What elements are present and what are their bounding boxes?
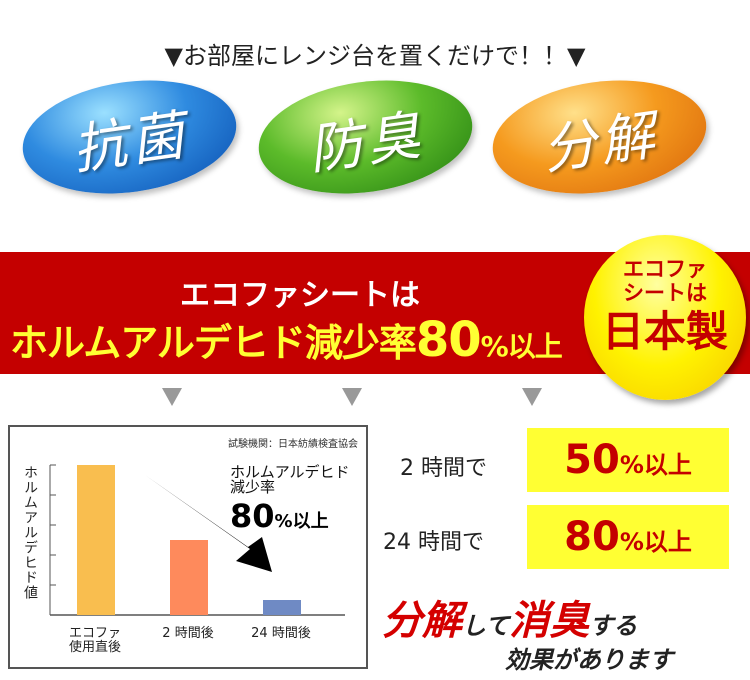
down-triangle-icon — [162, 388, 182, 406]
result-suffix: %以上 — [619, 451, 692, 479]
x-tick-label: 24 時間後 — [251, 626, 311, 641]
feature-deodorize: 防臭 — [251, 67, 480, 207]
chart-annotation-value: 80%以上 — [230, 497, 329, 535]
result-value-2h: 50%以上 — [527, 428, 729, 492]
chart-box: 試験機関：日本紡績検査協会 ホルムアルデヒド値 ホルムアルデヒド 減少率 80%以… — [8, 425, 368, 669]
arrow-icon — [145, 475, 272, 572]
down-triangle-icon — [342, 388, 362, 406]
banner-prefix: ホルムアルデヒド減少率 — [10, 321, 417, 365]
down-triangle-icon — [522, 388, 542, 406]
bar — [170, 540, 208, 615]
result-label-24h: 24 時間で — [383, 530, 484, 555]
slogan-part: する — [589, 612, 638, 640]
x-tick-label: 2 時間後 — [162, 626, 214, 641]
x-tick-line: エコファ — [68, 626, 121, 641]
banner-number: 80 — [415, 312, 482, 368]
slogan-part: 分解 — [382, 598, 462, 644]
badge-line3: 日本製 — [601, 307, 728, 356]
banner-suffix: %以上 — [480, 330, 563, 363]
headline: ▼お部屋にレンジ台を置くだけで！！▼ — [164, 42, 586, 70]
banner-line2: ホルムアルデヒド減少率80%以上 — [10, 312, 563, 368]
slogan-line2: 効果があります — [505, 646, 673, 674]
result-suffix: %以上 — [619, 528, 692, 556]
banner-line1: エコファシートは — [180, 278, 420, 313]
result-value-24h: 80%以上 — [527, 505, 729, 569]
result-label-2h: 2 時間で — [400, 456, 487, 481]
annotation-line2: 減少率 — [230, 478, 276, 496]
x-tick-label: エコファ 使用直後 — [55, 627, 135, 655]
annotation-number: 80 — [230, 497, 275, 535]
slogan-part: 消臭 — [509, 598, 590, 644]
x-tick-line: 使用直後 — [68, 640, 121, 655]
slogan-part: して — [462, 612, 510, 640]
badge-line1: エコファ — [623, 257, 707, 281]
slogan-line1: 分解して消臭する — [382, 588, 637, 646]
result-number: 80 — [564, 514, 620, 560]
made-in-japan-badge: エコファ シートは 日本製 — [584, 235, 746, 400]
bar — [263, 600, 301, 615]
annotation-line1: ホルムアルデヒド — [230, 463, 350, 481]
chart-source: 試験機関：日本紡績検査協会 — [228, 439, 358, 450]
annotation-suffix: %以上 — [274, 511, 329, 532]
feature-antibacterial: 抗菌 — [15, 67, 244, 207]
bar-chart — [49, 464, 345, 616]
badge-line2: シートは — [623, 281, 707, 305]
result-number: 50 — [564, 437, 620, 483]
chart-annotation-label: ホルムアルデヒド 減少率 — [230, 465, 350, 495]
feature-decompose: 分解 — [485, 67, 714, 207]
bar — [77, 465, 115, 615]
y-axis-label: ホルムアルデヒド値 — [22, 465, 38, 600]
